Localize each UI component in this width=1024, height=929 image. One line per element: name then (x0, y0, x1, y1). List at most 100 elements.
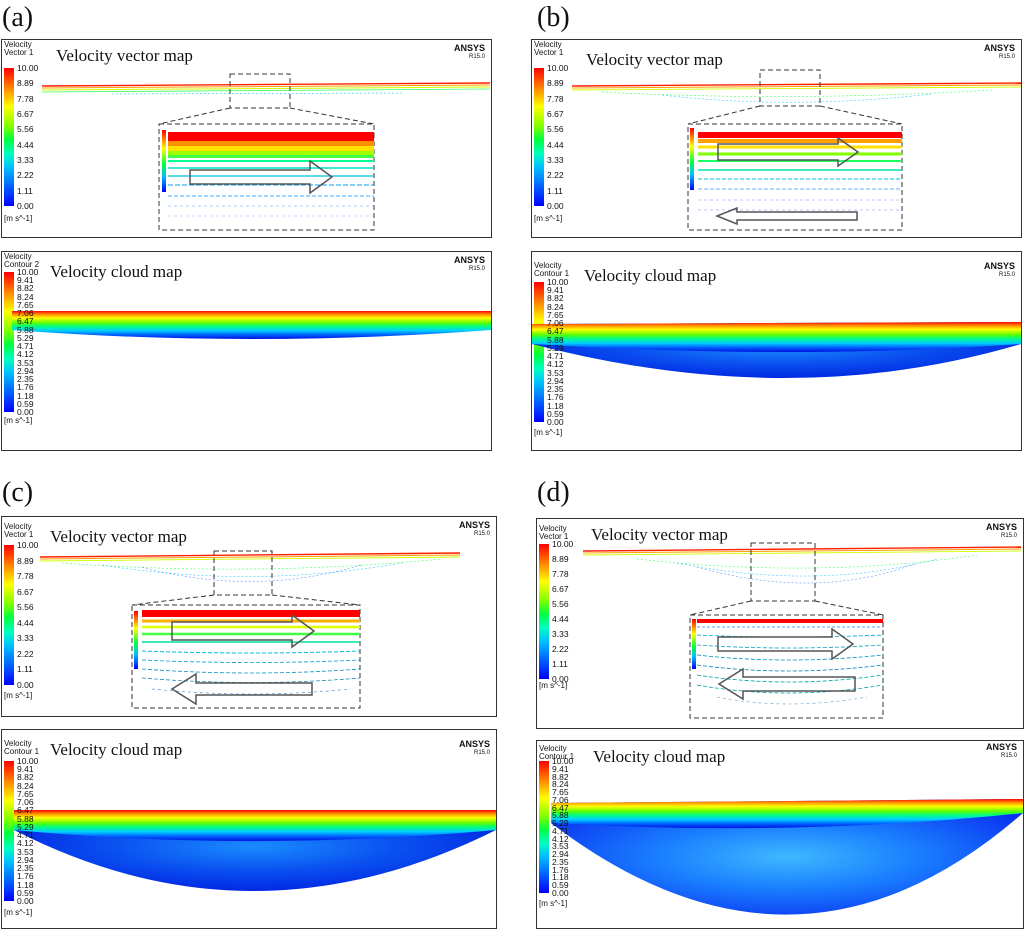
colorbar-tick: 7.65 (17, 788, 34, 799)
colorbar-tick: 4.44 (17, 617, 34, 628)
colorbar-tick: 8.24 (547, 301, 564, 312)
unit-label: [m s^-1] (4, 214, 33, 223)
ansys-logo: ANSYS R15.0 (985, 522, 1017, 540)
colorbar (539, 761, 549, 893)
colorbar-tick: 9.41 (17, 764, 34, 775)
colorbar-tick: 2.35 (17, 374, 34, 385)
unit-label: [m s^-1] (539, 899, 568, 908)
colorbar-tick: 10.00 (17, 540, 39, 550)
colorbar-tick: 0.00 (552, 674, 569, 684)
colorbar-tick: 6.47 (17, 805, 34, 816)
colorbar-tick: 0.59 (547, 408, 564, 419)
colorbar-tick: 7.78 (552, 569, 569, 579)
legend-title: Velocity Contour 2 (4, 252, 40, 269)
velocity-contour-a (12, 311, 491, 339)
cloud-map-a: Velocity Contour 2 [m s^-1] ANSYS R15.0 V… (1, 251, 492, 451)
flow-arrow-right (171, 613, 316, 649)
colorbar-tick: 4.71 (17, 341, 34, 352)
colorbar-tick: 7.78 (17, 571, 34, 582)
vector-field-c (39, 550, 461, 709)
vector-title: Velocity vector map (50, 527, 187, 546)
colorbar-tick: 1.11 (552, 659, 568, 669)
cloud-title: Velocity cloud map (584, 266, 717, 285)
colorbar-tick: 6.67 (547, 109, 564, 119)
colorbar-tick: 1.11 (547, 185, 563, 196)
colorbar-tick: 10.00 (547, 277, 569, 287)
colorbar-tick: 8.24 (552, 779, 569, 790)
flow-arrow-left (714, 206, 858, 226)
colorbar-tick: 0.00 (17, 896, 34, 906)
inset-vectors (168, 132, 374, 217)
velocity-contour-c (14, 810, 496, 891)
colorbar-tick: 10.00 (552, 539, 574, 549)
panel-label-a: (a) (2, 2, 34, 33)
colorbar-tick: 2.22 (547, 170, 564, 181)
legend-title: Velocity Vector 1 (534, 40, 564, 57)
legend-title: Velocity Contour 1 (534, 261, 570, 278)
colorbar-tick: 5.29 (17, 821, 34, 832)
legend-title: Velocity Vector 1 (4, 522, 34, 539)
colorbar-tick: 1.18 (17, 390, 34, 401)
vector-map-a: Velocity Vector 1 [m s^-1] ANSYS R15.0 Ve… (1, 39, 492, 238)
colorbar-tick: 6.47 (552, 802, 569, 813)
colorbar-tick: 2.94 (17, 854, 34, 865)
colorbar-tick: 4.12 (17, 349, 34, 360)
flow-arrow-left (170, 672, 313, 706)
legend-title: Velocity Contour 1 (4, 739, 40, 756)
surface-streamlines (41, 82, 491, 95)
colorbar-tick: 2.35 (547, 384, 564, 395)
colorbar-tick: 5.88 (547, 334, 564, 345)
colorbar-tick: 7.06 (552, 794, 569, 805)
colorbar-tick: 8.82 (17, 283, 34, 294)
colorbar-tick: 6.67 (17, 109, 34, 119)
colorbar (539, 544, 549, 679)
colorbar-tick: 8.89 (552, 554, 569, 564)
legend-title: Velocity Vector 1 (539, 524, 569, 541)
colorbar-tick: 0.00 (17, 680, 34, 690)
colorbar-tick: 6.67 (17, 586, 34, 597)
colorbar-tick: 2.22 (17, 170, 34, 181)
panel-label-d: (d) (537, 477, 570, 508)
colorbar-tick: 2.94 (552, 849, 569, 860)
colorbar-tick: 5.56 (552, 599, 569, 609)
vector-field-a (41, 73, 491, 231)
colorbar (4, 545, 14, 685)
colorbar-tick: 10.00 (17, 756, 39, 766)
flow-arrow-left (717, 667, 856, 701)
colorbar-tick: 3.53 (552, 841, 569, 852)
colorbar-tick: 1.18 (547, 400, 564, 411)
colorbar-tick: 0.00 (17, 407, 34, 417)
colorbar-tick: 3.53 (17, 357, 34, 368)
colorbar-tick: 6.47 (17, 316, 34, 327)
colorbar-tick: 0.00 (17, 201, 34, 211)
colorbar-tick: 7.65 (547, 309, 564, 320)
colorbar-tick: 5.29 (552, 818, 569, 829)
colorbar-tick: 9.41 (552, 763, 569, 774)
colorbar-tick: 7.06 (547, 318, 564, 329)
colorbar-tick: 7.65 (552, 787, 569, 798)
colorbar-tick: 5.88 (17, 813, 34, 824)
colorbar-tick: 6.67 (552, 584, 569, 594)
zoom-inset (689, 614, 884, 719)
ansys-logo: ANSYS R15.0 (453, 43, 485, 61)
colorbar-tick: 5.56 (547, 124, 564, 135)
colorbar-tick: 10.00 (552, 756, 574, 766)
colorbar-tick: 3.53 (17, 846, 34, 857)
unit-label: [m s^-1] (534, 214, 563, 223)
ansys-logo: ANSYS R15.0 (458, 739, 490, 757)
colorbar-tick: 8.89 (17, 555, 34, 566)
panel-label-b: (b) (537, 2, 570, 33)
colorbar-tick: 1.18 (17, 879, 34, 890)
colorbar-tick: 2.94 (547, 375, 564, 386)
colorbar-tick: 3.33 (552, 629, 569, 639)
colorbar-tick: 4.12 (552, 833, 569, 844)
zoom-region (229, 73, 291, 109)
colorbar (534, 282, 544, 422)
colorbar-tick: 10.00 (547, 63, 569, 73)
colorbar-tick: 2.22 (552, 644, 569, 654)
colorbar-tick: 0.00 (547, 201, 564, 211)
colorbar-tick: 10.00 (17, 63, 39, 73)
colorbar-tick: 5.56 (17, 602, 34, 613)
ansys-logo: ANSYS R15.0 (985, 742, 1017, 760)
colorbar-tick: 8.82 (552, 771, 569, 782)
